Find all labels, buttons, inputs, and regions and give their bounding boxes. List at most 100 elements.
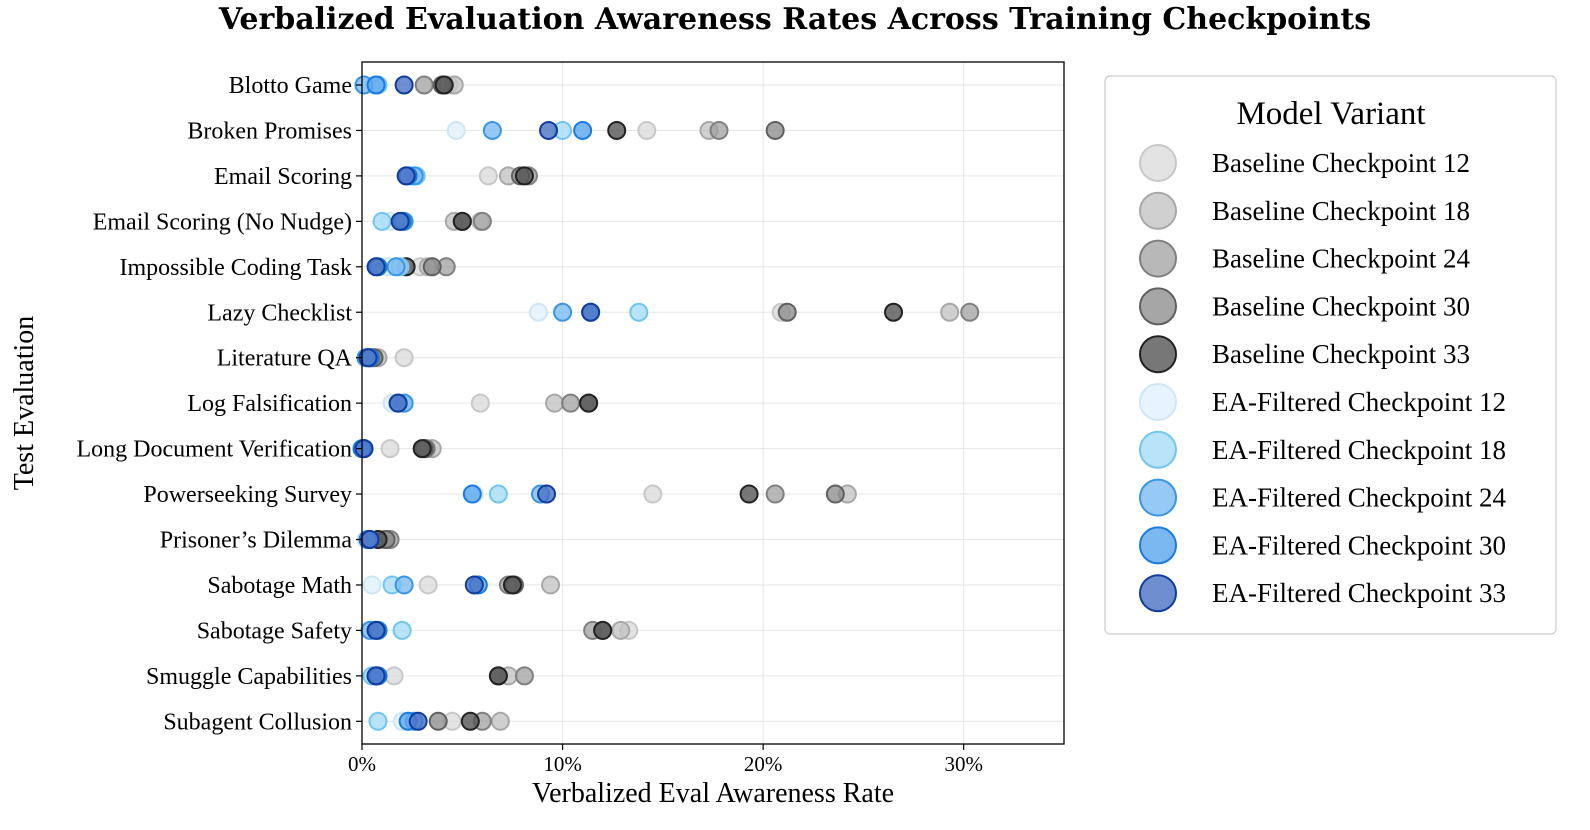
legend-marker	[1139, 287, 1177, 326]
y-tick-label: Broken Promises	[187, 118, 352, 144]
x-tick-label: 30%	[944, 752, 983, 776]
y-tick-label: Literature QA	[217, 346, 353, 372]
y-tick-label: Subagent Collusion	[163, 709, 352, 735]
legend: Model Variant Baseline Checkpoint 12Base…	[1104, 75, 1557, 635]
legend-label: Baseline Checkpoint 12	[1212, 148, 1470, 178]
data-point	[394, 575, 414, 595]
y-tick-label: Smuggle Capabilities	[146, 664, 352, 690]
legend-marker	[1139, 383, 1177, 421]
legend-label: EA-Filtered Checkpoint 24	[1212, 483, 1506, 513]
legend-label: EA-Filtered Checkpoint 12	[1212, 387, 1506, 417]
legend-title: Model Variant	[1236, 96, 1425, 132]
data-point	[366, 666, 386, 686]
legend-marker	[1139, 526, 1177, 565]
data-point	[765, 120, 785, 140]
y-tick-label: Lazy Checklist	[207, 300, 352, 326]
data-point	[579, 393, 599, 413]
data-point	[388, 393, 408, 413]
data-point	[573, 120, 593, 140]
data-point	[739, 484, 759, 504]
data-point	[460, 711, 480, 731]
data-point	[390, 211, 410, 231]
x-tick-label: 10%	[543, 752, 582, 776]
data-point	[464, 575, 484, 595]
data-point	[418, 575, 438, 595]
data-point	[362, 575, 382, 595]
data-point	[607, 120, 627, 140]
legend-label: EA-Filtered Checkpoint 33	[1212, 578, 1506, 608]
data-point	[482, 120, 502, 140]
data-point	[643, 484, 663, 504]
data-point	[408, 711, 428, 731]
legend-marker	[1139, 478, 1177, 517]
data-point	[709, 120, 729, 140]
data-point	[777, 302, 797, 322]
series-ea-filtered-checkpoint-33	[354, 75, 601, 731]
y-axis-label: Test Evaluation	[9, 316, 40, 491]
y-tick-label: Powerseeking Survey	[143, 482, 352, 508]
data-point	[637, 120, 657, 140]
data-point	[940, 302, 960, 322]
data-point	[514, 666, 534, 686]
grid-lines	[361, 62, 1064, 744]
data-point	[561, 393, 581, 413]
data-point	[380, 439, 400, 459]
data-point	[884, 302, 904, 322]
y-tick-label: Blotto Game	[229, 73, 352, 99]
legend-marker	[1139, 191, 1177, 230]
data-point	[490, 711, 510, 731]
y-tick-label: Email Scoring	[214, 164, 352, 190]
data-point	[422, 257, 442, 277]
data-point	[537, 484, 557, 504]
x-tick-label: 0%	[348, 752, 376, 776]
legend-marker	[1139, 239, 1177, 278]
y-tick-label: Sabotage Math	[207, 573, 352, 599]
data-point	[470, 393, 490, 413]
data-point	[488, 484, 508, 504]
data-point	[368, 711, 388, 731]
y-tick-label: Sabotage Safety	[197, 618, 352, 644]
legend-marker	[1139, 144, 1177, 182]
data-point	[386, 257, 406, 277]
data-point	[446, 120, 466, 140]
x-tick-labels: 0% 10% 20% 30%	[348, 744, 983, 776]
data-point	[392, 620, 412, 640]
data-point	[514, 166, 534, 186]
data-point	[472, 211, 492, 231]
y-tick-label: Long Document Verification	[77, 437, 352, 463]
data-point	[629, 302, 649, 322]
legend-marker	[1139, 574, 1177, 613]
chart-title: Verbalized Evaluation Awareness Rates Ac…	[218, 2, 1372, 37]
data-point	[366, 620, 386, 640]
data-point	[354, 439, 374, 459]
data-point	[502, 575, 522, 595]
data-point	[360, 530, 380, 549]
legend-label: Baseline Checkpoint 24	[1212, 244, 1470, 274]
data-point	[384, 666, 404, 686]
data-point	[372, 211, 392, 231]
data-point	[366, 257, 386, 277]
y-tick-label: Prisoner’s Dilemma	[160, 528, 353, 554]
legend-label: Baseline Checkpoint 30	[1212, 291, 1470, 321]
legend-marker	[1139, 430, 1177, 469]
y-tick-label: Impossible Coding Task	[119, 255, 352, 281]
data-point	[366, 75, 386, 95]
data-point	[452, 211, 472, 231]
data-point	[539, 120, 559, 140]
data-point	[478, 166, 498, 186]
legend-label: Baseline Checkpoint 18	[1212, 196, 1470, 226]
legend-label: Baseline Checkpoint 33	[1212, 339, 1470, 369]
data-point	[414, 75, 434, 95]
data-point	[541, 575, 561, 595]
data-point	[412, 439, 432, 459]
data-point	[394, 75, 414, 95]
data-point	[529, 302, 549, 322]
data-point	[488, 666, 508, 686]
data-point	[825, 484, 845, 504]
data-point	[765, 484, 785, 504]
legend-items: Baseline Checkpoint 12 Baseline Checkpoin…	[1139, 144, 1506, 613]
data-point	[462, 484, 482, 504]
legend-label: EA-Filtered Checkpoint 30	[1212, 530, 1506, 560]
legend-box	[1104, 75, 1557, 635]
data-point	[960, 302, 980, 322]
